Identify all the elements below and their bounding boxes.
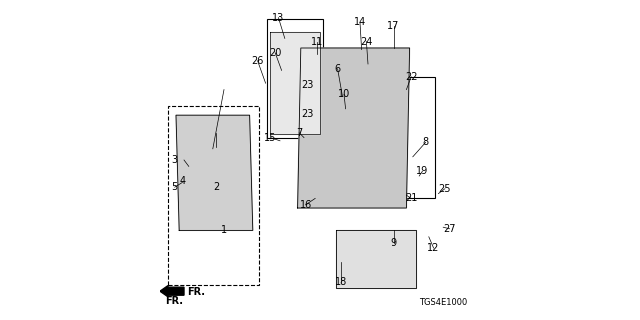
Text: TGS4E1000: TGS4E1000: [419, 298, 467, 307]
Text: 23: 23: [301, 108, 314, 119]
Text: 1: 1: [221, 225, 227, 236]
Text: 20: 20: [269, 48, 282, 58]
Text: 24: 24: [360, 36, 372, 47]
Text: 11: 11: [310, 36, 323, 47]
Text: 13: 13: [272, 12, 285, 23]
Text: 3: 3: [172, 155, 177, 165]
Text: 6: 6: [335, 64, 340, 74]
Polygon shape: [298, 48, 410, 208]
Text: FR.: FR.: [187, 287, 205, 297]
Text: 5: 5: [172, 182, 177, 192]
Text: 4: 4: [179, 176, 186, 186]
Text: 22: 22: [405, 72, 417, 82]
Text: 7: 7: [296, 128, 302, 138]
Polygon shape: [270, 32, 320, 134]
Text: 16: 16: [300, 200, 312, 210]
Text: 10: 10: [338, 89, 350, 100]
FancyArrow shape: [160, 286, 184, 297]
Text: 27: 27: [444, 224, 456, 234]
Text: 8: 8: [422, 137, 429, 148]
Text: 21: 21: [405, 193, 417, 204]
Text: FR.: FR.: [165, 296, 184, 306]
Text: 25: 25: [438, 184, 451, 194]
Text: 2: 2: [213, 182, 219, 192]
Text: 14: 14: [354, 17, 366, 28]
Polygon shape: [336, 230, 416, 288]
Text: 9: 9: [390, 238, 397, 248]
Text: 18: 18: [335, 276, 347, 287]
Text: 26: 26: [252, 56, 264, 66]
Text: 12: 12: [428, 243, 440, 253]
Polygon shape: [176, 115, 253, 230]
Text: 19: 19: [416, 166, 429, 176]
Text: 23: 23: [301, 80, 314, 90]
Text: 17: 17: [387, 20, 400, 31]
Text: 15: 15: [264, 132, 276, 143]
